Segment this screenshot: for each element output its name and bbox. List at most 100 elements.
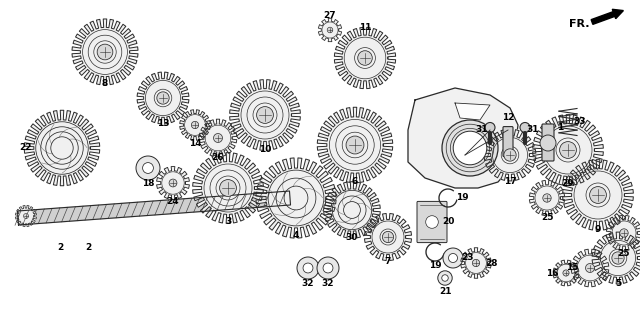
Circle shape (136, 156, 160, 180)
Circle shape (317, 257, 339, 279)
Circle shape (612, 252, 624, 264)
Polygon shape (72, 19, 138, 85)
Polygon shape (532, 115, 604, 185)
Text: 13: 13 (157, 120, 169, 128)
Polygon shape (529, 180, 564, 216)
Text: 28: 28 (486, 258, 499, 268)
Text: 22: 22 (20, 144, 32, 152)
Polygon shape (461, 248, 492, 278)
Text: 32: 32 (322, 280, 334, 288)
Circle shape (426, 216, 438, 228)
FancyBboxPatch shape (417, 201, 447, 243)
Text: 2: 2 (57, 243, 63, 253)
Circle shape (323, 263, 333, 273)
Circle shape (97, 44, 113, 60)
Text: 11: 11 (359, 23, 371, 33)
Text: 14: 14 (189, 139, 202, 147)
Text: 24: 24 (166, 197, 179, 205)
Circle shape (540, 135, 556, 151)
Text: 21: 21 (439, 288, 451, 296)
Text: 29: 29 (562, 179, 574, 189)
Text: 8: 8 (102, 80, 108, 88)
Text: 1: 1 (557, 124, 563, 133)
Text: 26: 26 (212, 153, 224, 163)
Circle shape (504, 149, 516, 161)
Circle shape (559, 142, 577, 158)
Text: 4: 4 (293, 231, 299, 241)
Text: 16: 16 (546, 268, 558, 277)
Circle shape (520, 122, 530, 133)
Circle shape (214, 133, 223, 142)
Circle shape (358, 51, 372, 65)
Circle shape (383, 231, 394, 243)
Polygon shape (318, 18, 342, 42)
Text: 31: 31 (527, 126, 540, 134)
Polygon shape (137, 72, 189, 124)
Circle shape (327, 27, 333, 33)
Text: 19: 19 (456, 193, 468, 203)
Polygon shape (592, 232, 640, 284)
Polygon shape (157, 167, 189, 199)
Circle shape (442, 120, 498, 176)
Circle shape (257, 107, 273, 123)
FancyBboxPatch shape (542, 124, 554, 161)
Text: 3: 3 (225, 217, 231, 227)
Text: FR.: FR. (570, 19, 590, 29)
Polygon shape (230, 80, 300, 150)
Text: 17: 17 (504, 177, 516, 185)
Circle shape (563, 270, 569, 276)
Circle shape (589, 187, 607, 204)
Polygon shape (606, 215, 640, 251)
Text: 9: 9 (595, 224, 601, 234)
Circle shape (143, 163, 154, 173)
Polygon shape (324, 182, 380, 238)
Text: 19: 19 (429, 262, 442, 270)
Text: 30: 30 (346, 234, 358, 243)
Text: 12: 12 (502, 113, 515, 122)
Polygon shape (199, 119, 237, 157)
Circle shape (485, 122, 495, 133)
Polygon shape (334, 27, 396, 89)
Polygon shape (563, 160, 634, 230)
Polygon shape (193, 153, 263, 223)
Circle shape (157, 92, 169, 104)
Text: 5: 5 (615, 280, 621, 288)
Text: 25: 25 (618, 249, 630, 257)
Text: 20: 20 (442, 217, 454, 227)
Circle shape (220, 180, 236, 197)
Circle shape (24, 213, 29, 218)
Polygon shape (408, 88, 518, 188)
Circle shape (543, 194, 551, 202)
Text: 2: 2 (85, 243, 91, 253)
Polygon shape (180, 110, 211, 140)
Text: 10: 10 (259, 145, 271, 153)
Text: 15: 15 (566, 263, 579, 273)
Circle shape (191, 121, 198, 129)
Circle shape (438, 271, 452, 285)
Polygon shape (256, 158, 336, 238)
Polygon shape (484, 129, 536, 181)
Polygon shape (24, 110, 100, 186)
Circle shape (620, 229, 628, 237)
Polygon shape (17, 191, 291, 225)
FancyBboxPatch shape (503, 126, 513, 157)
Circle shape (472, 259, 479, 267)
Text: 32: 32 (301, 280, 314, 288)
Polygon shape (572, 249, 609, 287)
Text: 23: 23 (461, 254, 473, 262)
Text: 7: 7 (385, 256, 391, 266)
Circle shape (449, 254, 458, 262)
Circle shape (346, 136, 364, 154)
Polygon shape (553, 260, 579, 286)
Text: 25: 25 (541, 214, 553, 223)
Text: 6: 6 (352, 177, 358, 185)
Text: 18: 18 (141, 179, 154, 189)
Circle shape (169, 179, 177, 187)
Circle shape (453, 131, 487, 165)
Circle shape (297, 257, 319, 279)
Polygon shape (455, 103, 490, 120)
Circle shape (442, 275, 448, 281)
Circle shape (443, 248, 463, 268)
Polygon shape (364, 213, 412, 261)
Polygon shape (317, 107, 393, 183)
